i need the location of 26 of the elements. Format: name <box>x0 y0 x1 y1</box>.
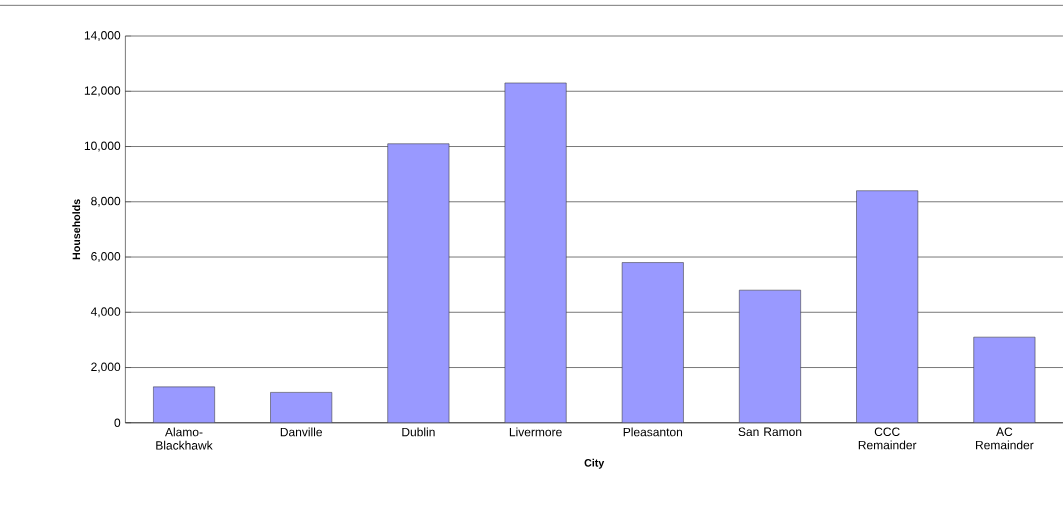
y-axis-title: Households <box>72 199 81 259</box>
bar <box>270 391 333 423</box>
x-tick-label: AC Remainder <box>976 427 1034 450</box>
y-tick-label: 0 <box>114 418 121 427</box>
bar <box>739 289 801 423</box>
y-tick-label: 8,000 <box>91 196 121 207</box>
x-tick-label: Danville <box>280 427 322 437</box>
bar <box>387 143 450 423</box>
y-tick-label: 4,000 <box>90 307 121 317</box>
bar <box>153 386 215 423</box>
x-tick-label: Livermore <box>509 427 562 437</box>
y-tick-label: 14,000 <box>84 30 121 41</box>
x-axis-title: City <box>584 458 605 469</box>
x-tick-label: CCC Remainder <box>858 427 917 450</box>
x-tick-label: Alamo-Blackhawk <box>156 427 213 450</box>
y-tick-label: 2,000 <box>91 362 121 373</box>
y-tick-label: 12,000 <box>84 86 121 96</box>
x-tick-label: Pleasanton <box>623 427 683 437</box>
bar <box>621 262 684 423</box>
x-tick-label: Dublin <box>402 427 435 437</box>
bar <box>856 190 919 423</box>
bar <box>504 82 567 423</box>
y-tick-label: 6,000 <box>91 251 121 262</box>
bar <box>973 336 1036 423</box>
x-tick-label: San Ramon <box>738 427 802 436</box>
y-tick-label: 10,000 <box>84 141 121 152</box>
